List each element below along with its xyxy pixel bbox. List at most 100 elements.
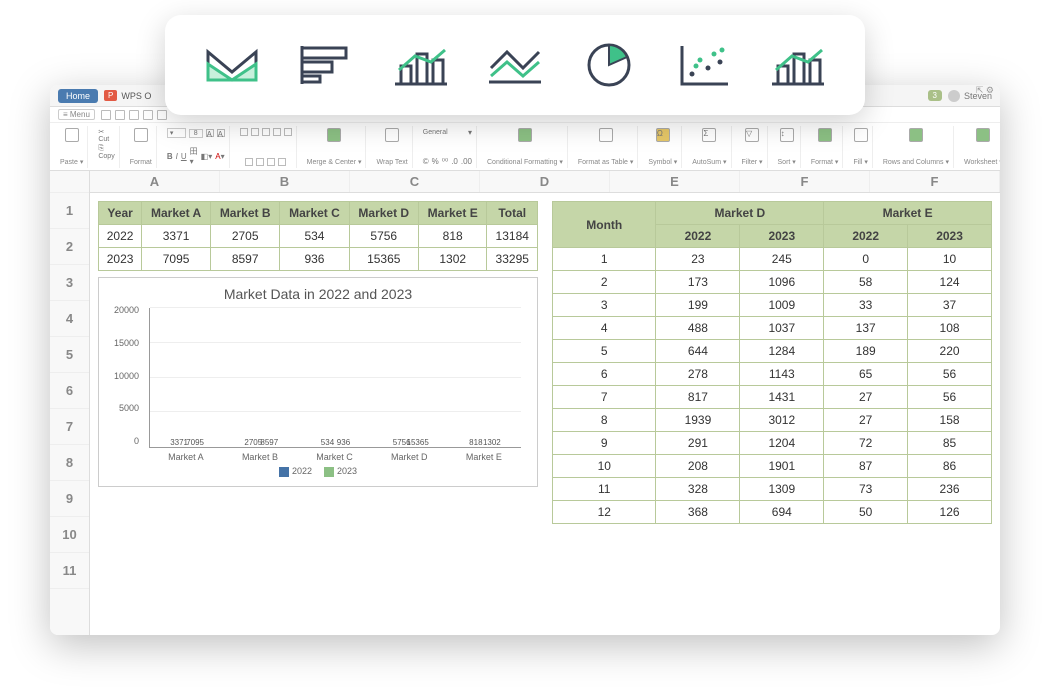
align-top-icon[interactable] (240, 128, 248, 136)
bold-icon[interactable]: B (167, 152, 173, 161)
table-cell[interactable]: 644 (656, 340, 740, 363)
table-cell[interactable]: 87 (824, 455, 908, 478)
align-middle-icon[interactable] (251, 128, 259, 136)
table-cell[interactable]: 278 (656, 363, 740, 386)
table-cell[interactable]: 8597 (211, 248, 280, 271)
table-cell[interactable]: 7 (553, 386, 656, 409)
table-cell[interactable]: 1037 (740, 317, 824, 340)
cut-label[interactable]: ✂ Cut (98, 128, 114, 143)
table-cell[interactable]: 236 (908, 478, 992, 501)
open-icon[interactable] (115, 110, 125, 120)
line-chart-icon[interactable] (485, 40, 545, 90)
table-cell[interactable]: 27 (824, 386, 908, 409)
table-cell[interactable]: 12 (553, 501, 656, 524)
table-cell[interactable]: 534 (280, 225, 349, 248)
table-cell[interactable]: 488 (656, 317, 740, 340)
copy-label[interactable]: ⎘ Copy (98, 145, 114, 160)
row-header[interactable]: 3 (50, 265, 89, 301)
table-cell[interactable]: 72 (824, 432, 908, 455)
table-cell[interactable]: 173 (656, 271, 740, 294)
print-icon[interactable] (143, 110, 153, 120)
font-size-selector[interactable]: 8 (189, 129, 203, 138)
row-header[interactable]: 1 (50, 193, 89, 229)
table-cell[interactable]: 199 (656, 294, 740, 317)
align-center-icon[interactable] (256, 158, 264, 166)
combo-chart-2-icon[interactable] (768, 40, 828, 90)
table-cell[interactable]: 50 (824, 501, 908, 524)
table-cell[interactable]: 2023 (99, 248, 142, 271)
table-cell[interactable]: 1309 (740, 478, 824, 501)
table-cell[interactable]: 220 (908, 340, 992, 363)
worksheet-icon[interactable] (976, 128, 990, 142)
table-cell[interactable]: 1302 (418, 248, 487, 271)
notification-badge[interactable]: 3 (928, 90, 942, 101)
row-header[interactable]: 5 (50, 337, 89, 373)
home-button[interactable]: Home (58, 89, 98, 103)
currency-icon[interactable]: © (423, 157, 429, 166)
row-header[interactable]: 9 (50, 481, 89, 517)
table-cell[interactable]: 56 (908, 386, 992, 409)
table-cell[interactable]: 73 (824, 478, 908, 501)
table-cell[interactable]: 1431 (740, 386, 824, 409)
pie-chart-icon[interactable] (579, 40, 639, 90)
table-cell[interactable]: 2705 (211, 225, 280, 248)
dec-dec-icon[interactable]: .00 (461, 157, 472, 166)
table-cell[interactable]: 3012 (740, 409, 824, 432)
align-bottom-icon[interactable] (262, 128, 270, 136)
table-cell[interactable]: 7095 (142, 248, 211, 271)
save-icon[interactable] (129, 110, 139, 120)
row-header[interactable]: 4 (50, 301, 89, 337)
table-cell[interactable]: 245 (740, 248, 824, 271)
summary-table[interactable]: YearMarket AMarket BMarket CMarket DMark… (98, 201, 538, 271)
table-cell[interactable]: 328 (656, 478, 740, 501)
undo-icon[interactable] (157, 110, 167, 120)
row-header[interactable]: 10 (50, 517, 89, 553)
border-icon[interactable]: 田▾ (190, 146, 198, 166)
font-decrease-icon[interactable]: A (217, 129, 225, 137)
number-format-selector[interactable]: General (423, 129, 465, 136)
table-cell[interactable]: 11 (553, 478, 656, 501)
table-cell[interactable]: 86 (908, 455, 992, 478)
table-cell[interactable]: 126 (908, 501, 992, 524)
table-cell[interactable]: 1204 (740, 432, 824, 455)
symbol-icon[interactable]: Ω (656, 128, 670, 142)
table-cell[interactable]: 58 (824, 271, 908, 294)
col-header[interactable]: A (90, 171, 220, 192)
row-header[interactable]: 8 (50, 445, 89, 481)
table-cell[interactable]: 2 (553, 271, 656, 294)
menu-button[interactable]: ≡ Menu (58, 109, 95, 120)
percent-icon[interactable]: % (432, 157, 439, 166)
table-cell[interactable]: 23 (656, 248, 740, 271)
table-cell[interactable]: 1143 (740, 363, 824, 386)
format2-icon[interactable] (818, 128, 832, 142)
table-cell[interactable]: 13184 (487, 225, 538, 248)
table-cell[interactable]: 6 (553, 363, 656, 386)
format-painter-icon[interactable] (134, 128, 148, 142)
wrap-icon[interactable] (385, 128, 399, 142)
row-header[interactable]: 7 (50, 409, 89, 445)
table-cell[interactable]: 0 (824, 248, 908, 271)
table-cell[interactable]: 291 (656, 432, 740, 455)
table-cell[interactable]: 9 (553, 432, 656, 455)
row-header[interactable]: 11 (50, 553, 89, 589)
filter-icon[interactable]: ▽ (745, 128, 759, 142)
col-header[interactable]: B (220, 171, 350, 192)
col-header[interactable]: E (610, 171, 740, 192)
table-cell[interactable]: 33295 (487, 248, 538, 271)
table-cell[interactable]: 15365 (349, 248, 418, 271)
table-cell[interactable]: 85 (908, 432, 992, 455)
avatar[interactable] (948, 90, 960, 102)
table-cell[interactable]: 10 (553, 455, 656, 478)
table-cell[interactable]: 1284 (740, 340, 824, 363)
table-cell[interactable]: 33 (824, 294, 908, 317)
table-cell[interactable]: 5756 (349, 225, 418, 248)
font-color-icon[interactable]: A▾ (215, 152, 224, 161)
table-cell[interactable]: 8 (553, 409, 656, 432)
table-cell[interactable]: 27 (824, 409, 908, 432)
table-cell[interactable]: 1 (553, 248, 656, 271)
area-chart-icon[interactable] (202, 40, 262, 90)
font-increase-icon[interactable]: A (206, 129, 214, 137)
new-icon[interactable] (101, 110, 111, 120)
monthly-table[interactable]: MonthMarket DMarket E2022202320222023123… (552, 201, 992, 524)
italic-icon[interactable]: I (176, 152, 178, 161)
